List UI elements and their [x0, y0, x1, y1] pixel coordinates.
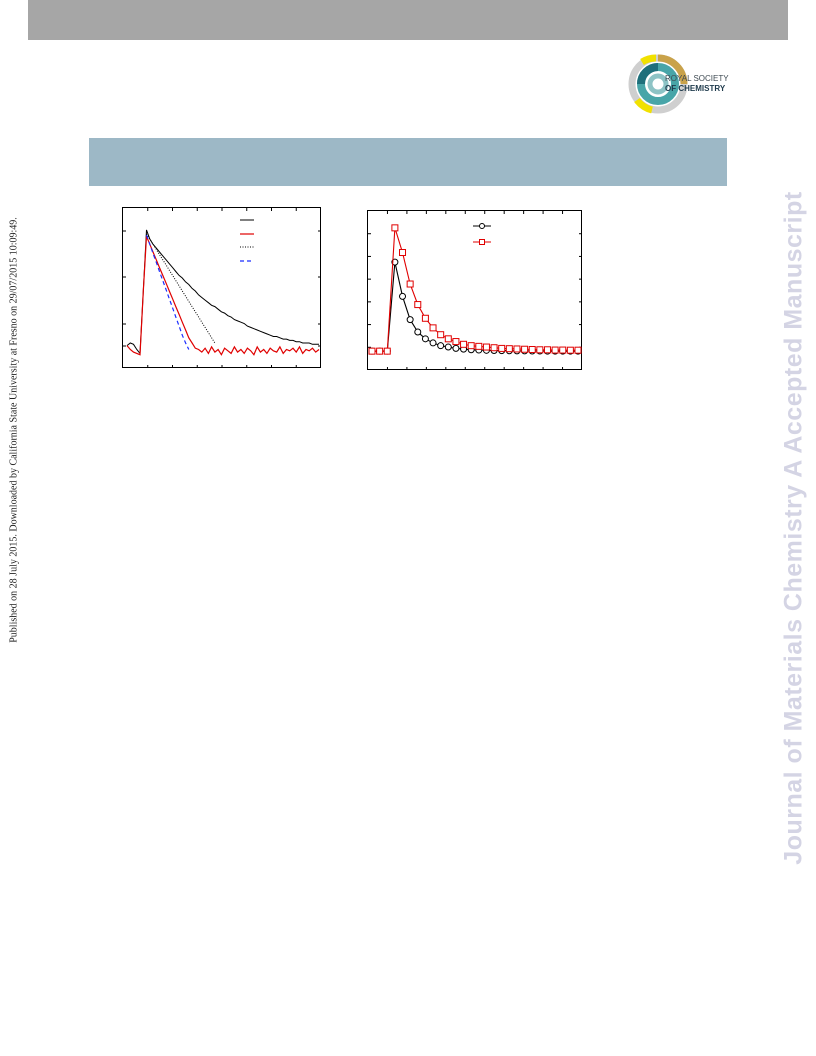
chart-b-point-square: [452, 338, 460, 346]
chart-b-point-circle: [444, 343, 452, 351]
logo-line-1: ROYAL SOCIETY: [665, 74, 729, 83]
chart-b-point-square: [460, 340, 468, 348]
logo-rings-icon: [628, 54, 688, 114]
chart-b-point-circle: [429, 339, 437, 347]
chart-b-point-circle: [414, 328, 422, 336]
chart-b-frame: [367, 210, 582, 370]
chart-a-legend: [240, 219, 254, 262]
rsc-logo: [628, 54, 688, 114]
chart-b-point-square: [429, 324, 437, 332]
chart-b-point-circle: [406, 316, 414, 324]
chart-b-point-square: [414, 301, 422, 309]
chart-b-point-square: [399, 249, 407, 257]
chart-b-legend-marker: [479, 223, 485, 229]
chart-a-frame: [122, 207, 321, 368]
chart-b-point-square: [391, 224, 399, 232]
chart-b-point-square: [559, 346, 567, 354]
chart-a-ticks: [123, 208, 321, 368]
chart-b-point-square: [498, 344, 506, 352]
chart-a-series-dotted-fit: [146, 233, 216, 344]
chart-b-point-square: [574, 346, 582, 354]
chart-b-point-square: [521, 345, 529, 353]
logo-line-2: OF CHEMISTRY: [665, 84, 726, 93]
chart-b-point-square: [528, 346, 536, 354]
chart-b-series-red-line: [372, 227, 578, 352]
chart-b-point-square: [368, 347, 376, 355]
article-title-band: [89, 138, 727, 186]
rsc-logo-text: ROYAL SOCIETY OF CHEMISTRY: [665, 74, 729, 94]
chart-b-point-square: [444, 335, 452, 343]
published-notice-text: Published on 28 July 2015. Downloaded by…: [8, 217, 20, 643]
chart-b-point-circle: [452, 344, 460, 352]
chart-b-point-square: [482, 343, 490, 351]
chart-a-series-black: [126, 229, 319, 355]
chart-b-legend: [473, 223, 491, 245]
chart-b-point-square: [421, 314, 429, 322]
chart-b-point-square: [543, 346, 551, 354]
chart-b-series: [368, 224, 582, 355]
chart-b-series-black-line: [372, 261, 578, 352]
chart-a-series-red: [126, 236, 320, 356]
chart-b-point-square: [406, 280, 414, 288]
chart-b-point-square: [551, 346, 559, 354]
chart-a-series: [126, 229, 320, 356]
chart-a-decay-plot: [122, 207, 321, 368]
chart-b-point-square: [467, 342, 475, 350]
chart-b-point-square: [566, 346, 574, 354]
chart-b-ticks: [368, 211, 582, 370]
chart-b-point-square: [505, 345, 513, 353]
journal-header-bar: [28, 0, 788, 40]
chart-b-point-square: [536, 346, 544, 354]
chart-b-kinetics-plot: [367, 210, 582, 370]
chart-b-legend-marker: [479, 239, 485, 245]
chart-b-point-square: [383, 347, 391, 355]
watermark-text: Journal of Materials Chemistry A Accepte…: [779, 191, 808, 865]
chart-b-point-square: [475, 342, 483, 350]
chart-b-point-circle: [437, 342, 445, 350]
chart-b-point-circle: [399, 292, 407, 300]
chart-b-point-square: [490, 344, 498, 352]
chart-b-point-square: [513, 345, 521, 353]
chart-b-point-square: [376, 347, 384, 355]
chart-b-point-circle: [421, 335, 429, 343]
chart-b-point-square: [437, 331, 445, 339]
